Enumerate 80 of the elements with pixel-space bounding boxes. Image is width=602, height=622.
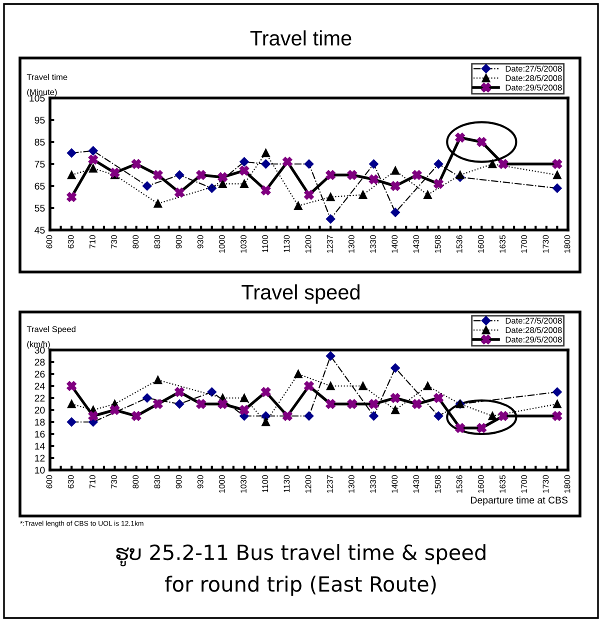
x-tick-label: 1600 (478, 475, 484, 493)
x-tick-label: 1100 (262, 475, 268, 492)
y-tick-label: 10 (35, 466, 45, 474)
x-tick-label: 1536 (456, 475, 462, 493)
x-tick-label: 1635 (500, 475, 506, 493)
y-tick-label: 12 (35, 454, 45, 462)
y-tick-label: 24 (34, 382, 45, 390)
x-tick-label: 1130 (284, 235, 290, 252)
x-axis-title: Departure time at CBS (471, 496, 568, 506)
x-tick-label: 1700 (521, 235, 528, 253)
x-tick-label: 1700 (521, 475, 528, 493)
y-tick-label: 95 (34, 116, 45, 124)
x-tick-label: 1000 (219, 235, 225, 253)
x-tick-label: 630 (68, 235, 74, 248)
x-tick-label: 630 (68, 475, 74, 488)
text: ຮູບ 25.2-11 Bus travel time & speed for round trip (East Route) (116, 544, 486, 596)
x-tick-label: 830 (154, 235, 160, 248)
x-tick-label: 1300 (348, 235, 354, 253)
x-tick-label: 1330 (370, 475, 376, 493)
x-tick-label: 600 (46, 475, 52, 488)
x-tick-label: 900 (176, 475, 182, 488)
x-tick-label: 1237 (326, 235, 333, 253)
x-tick-label: 710 (90, 235, 96, 248)
x-tick-label: 710 (90, 475, 96, 488)
x-tick-label: 1730 (542, 235, 549, 253)
x-tick-label: 830 (154, 475, 160, 488)
legend-label: Date:27/5/2008 (506, 318, 562, 324)
legend-label: Date:28/5/2008 (506, 74, 562, 82)
y-axis-title: Travel Speed (km/h) (26, 326, 76, 349)
y-tick-label: 14 (35, 442, 45, 450)
x-tick-label: 1430 (413, 475, 420, 493)
x-tick-label: 1600 (478, 235, 484, 253)
x-tick-label: 1800 (564, 235, 570, 253)
x-tick-label: 1635 (500, 235, 506, 253)
y-tick-label: 18 (35, 418, 45, 426)
x-tick-label: 1536 (456, 235, 462, 253)
y-tick-label: 105 (30, 94, 45, 102)
x-tick-label: 1130 (284, 475, 290, 492)
x-tick-label: 1300 (348, 475, 354, 493)
x-tick-label: 900 (176, 235, 182, 248)
x-tick-label: 1030 (240, 235, 246, 253)
y-tick-label: 85 (34, 138, 45, 146)
x-tick-label: 930 (197, 475, 204, 488)
y-tick-label: 20 (34, 406, 45, 414)
x-tick-label: 800 (132, 475, 139, 488)
x-tick-label: 1200 (305, 475, 312, 493)
y-tick-label: 75 (34, 160, 45, 168)
x-tick-label: 1330 (370, 235, 376, 253)
x-tick-label: 1730 (542, 475, 549, 493)
chart-title: Travel speed (242, 284, 360, 304)
x-tick-label: 1100 (262, 235, 268, 252)
y-tick-label: 16 (35, 430, 45, 438)
x-tick-label: 1000 (219, 475, 225, 493)
x-tick-label: 1508 (434, 475, 441, 493)
legend-label: Date:27/5/2008 (506, 66, 562, 72)
x-tick-label: 1800 (564, 475, 570, 493)
legend-label: Date:29/5/2008 (506, 336, 562, 343)
x-tick-label: 730 (111, 475, 117, 488)
legend-label: Date:28/5/2008 (506, 326, 562, 334)
y-tick-label: 65 (34, 182, 45, 190)
y-tick-label: 30 (34, 346, 45, 354)
x-tick-label: 1400 (392, 475, 398, 493)
x-tick-label: 1030 (240, 475, 246, 493)
x-tick-label: 600 (46, 235, 52, 248)
x-tick-label: 800 (132, 235, 139, 248)
y-tick-label: 26 (34, 370, 45, 378)
y-axis-title: Travel time (Minute) (26, 74, 68, 97)
x-tick-label: 1200 (305, 235, 312, 253)
y-tick-label: 22 (34, 394, 45, 402)
x-tick-label: 1400 (392, 235, 398, 253)
x-tick-label: 930 (197, 235, 204, 248)
x-tick-label: 1430 (413, 235, 420, 253)
chart-title: Travel time (250, 30, 352, 46)
y-tick-label: 45 (34, 226, 45, 234)
x-tick-label: 1508 (434, 235, 441, 253)
x-tick-label: 730 (111, 235, 117, 248)
legend-label: Date:29/5/2008 (506, 84, 562, 91)
y-tick-label: 55 (34, 204, 45, 212)
y-tick-label: 28 (34, 358, 45, 366)
x-tick-label: 1237 (326, 475, 333, 493)
